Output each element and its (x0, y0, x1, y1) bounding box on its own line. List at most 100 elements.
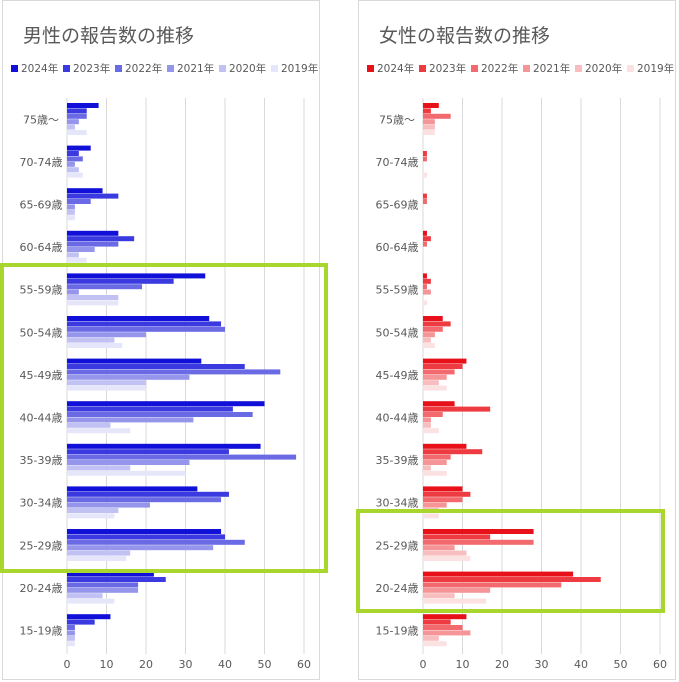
category-label: 50-54歳 (376, 326, 419, 339)
category-label: 65-69歳 (376, 199, 419, 212)
bar (423, 491, 471, 497)
legend-label: 2021年 (177, 62, 214, 75)
bar (423, 278, 431, 284)
bar (67, 108, 87, 114)
bar (423, 374, 447, 380)
bar (423, 113, 451, 119)
category-label: 70-74歳 (20, 156, 63, 169)
bar (423, 103, 439, 108)
legend-label: 2024年 (377, 62, 414, 75)
bar (67, 215, 75, 221)
category-label: 15-19歳 (20, 625, 63, 638)
bar (67, 113, 87, 119)
x-tick-label: 20 (139, 658, 153, 671)
legend-label: 2020年 (585, 62, 622, 75)
bar (67, 326, 225, 332)
category-label: 20-24歳 (20, 582, 63, 595)
legend-swatch (627, 65, 634, 72)
bar (67, 167, 79, 173)
legend-label: 2022年 (125, 62, 162, 75)
bar (67, 385, 146, 391)
bar (67, 412, 253, 417)
bar (67, 635, 75, 641)
bar (67, 614, 111, 620)
bar (423, 582, 562, 588)
bar (67, 630, 75, 636)
bar (67, 252, 79, 258)
bar (423, 577, 601, 582)
bar (423, 556, 471, 561)
bar (67, 172, 83, 178)
legend-swatch (575, 65, 582, 72)
bar (423, 465, 431, 471)
bar (67, 295, 119, 300)
bar (423, 641, 447, 647)
bar (423, 587, 491, 593)
bar (67, 422, 111, 428)
bar (67, 273, 206, 279)
chart-title: 男性の報告数の推移 (23, 25, 195, 47)
x-tick-label: 30 (179, 658, 193, 671)
bar (67, 587, 139, 593)
legend-label: 2021年 (533, 62, 570, 75)
bar (67, 193, 119, 199)
bar (67, 556, 127, 561)
legend-swatch (115, 65, 122, 72)
bar (423, 454, 451, 460)
bar (67, 497, 222, 503)
bar (67, 625, 75, 630)
bar (67, 428, 131, 434)
bar (423, 529, 534, 534)
x-tick-label: 50 (614, 658, 628, 671)
category-label: 70-74歳 (376, 156, 419, 169)
category-label: 45-49歳 (20, 369, 63, 382)
bar (67, 241, 119, 247)
legend-label: 2019年 (637, 62, 674, 75)
bar (423, 401, 455, 407)
bar (67, 151, 79, 156)
bar (67, 577, 166, 582)
bar (423, 369, 455, 375)
bar (423, 449, 483, 455)
bar (67, 465, 131, 471)
bar (67, 247, 95, 252)
bar (67, 289, 79, 295)
bar (423, 124, 435, 130)
bar (423, 241, 427, 247)
bar (423, 289, 431, 295)
bar (67, 380, 146, 386)
bar (67, 124, 75, 130)
bar (423, 130, 435, 135)
category-label: 75歳～ (379, 113, 415, 126)
bar (423, 151, 427, 156)
bar (423, 428, 439, 434)
bar (67, 406, 233, 412)
bar (67, 545, 214, 551)
legend-label: 2023年 (73, 62, 110, 75)
category-label: 55-59歳 (376, 284, 419, 297)
category-label: 65-69歳 (20, 199, 63, 212)
legend-swatch (63, 65, 70, 72)
bar (67, 156, 83, 162)
category-label: 35-39歳 (20, 454, 63, 467)
category-label: 60-64歳 (376, 241, 419, 254)
bar (67, 539, 245, 545)
bar (67, 449, 229, 455)
bar (67, 460, 190, 465)
bar (423, 460, 447, 465)
bar (423, 380, 439, 386)
bar (423, 156, 427, 162)
bar (423, 230, 427, 236)
bar (67, 188, 103, 194)
category-label: 40-44歳 (376, 412, 419, 425)
bar (67, 343, 123, 348)
bar (423, 571, 574, 577)
bar (67, 401, 265, 407)
bar (423, 300, 427, 306)
bar (423, 284, 427, 290)
bar (423, 534, 491, 540)
bar (423, 502, 447, 508)
chart-title: 女性の報告数の推移 (379, 25, 551, 47)
category-label: 50-54歳 (20, 326, 63, 339)
bar (423, 513, 439, 519)
